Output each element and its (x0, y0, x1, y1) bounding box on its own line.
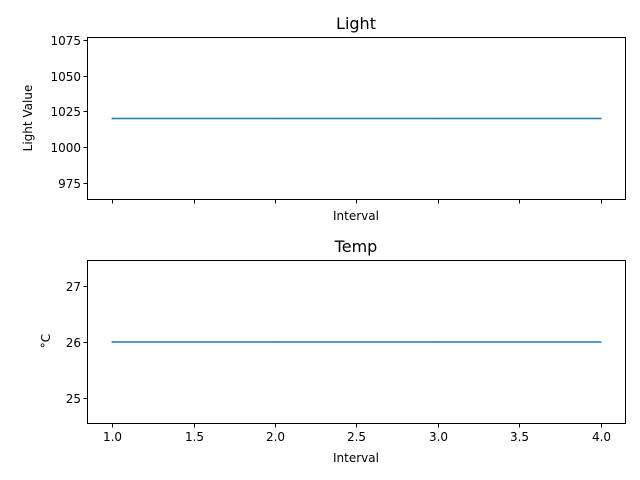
temp-data-point (274, 341, 276, 343)
light-marks: 975 1000 1025 1050 1075 (50, 34, 602, 204)
temp-y-tick-label: 26 (66, 336, 81, 350)
light-y-tick-label: 1075 (50, 34, 81, 48)
temp-x-tick-label: 1.5 (185, 430, 204, 444)
temp-axes-frame (87, 260, 626, 424)
temp-y-axis-label: °C (39, 334, 53, 348)
temp-data-point (437, 341, 439, 343)
temp-chart-title: Temp (334, 237, 378, 256)
temp-data-point (599, 341, 602, 343)
light-axes-frame (87, 37, 626, 200)
light-data-point (111, 117, 114, 120)
light-x-axis-label: Interval (333, 209, 379, 223)
light-subplot: Light Light Value Interval 975 1000 1025 10… (21, 14, 626, 223)
temp-x-tick-label: 4.0 (592, 430, 611, 444)
temp-x-tick-label: 2.0 (266, 430, 285, 444)
light-y-tick-label: 1050 (50, 70, 81, 84)
temp-x-tick-label: 1.0 (103, 430, 122, 444)
temp-x-axis-label: Interval (333, 451, 379, 465)
light-data-point (599, 117, 602, 120)
temp-subplot: Temp °C Interval 1.0 1.5 2.0 2.5 3.0 3.5 4.0 25… (39, 237, 626, 465)
light-chart-title: Light (336, 14, 376, 33)
light-y-tick-label: 1000 (50, 141, 81, 155)
temp-y-tick-label: 27 (66, 280, 81, 294)
temp-data-point (111, 341, 114, 343)
light-data-point (437, 117, 439, 120)
light-data-point (274, 117, 276, 120)
light-y-tick-label: 975 (58, 177, 81, 191)
temp-x-tick-label: 3.5 (510, 430, 529, 444)
light-y-axis-label: Light Value (21, 85, 35, 152)
light-y-tick-label: 1025 (50, 105, 81, 119)
temp-x-tick-label: 2.5 (347, 430, 366, 444)
temp-x-tick-label: 3.0 (429, 430, 448, 444)
temp-marks: 1.0 1.5 2.0 2.5 3.0 3.5 4.0 25 26 27 (66, 280, 611, 444)
temp-y-tick-label: 25 (66, 392, 81, 406)
